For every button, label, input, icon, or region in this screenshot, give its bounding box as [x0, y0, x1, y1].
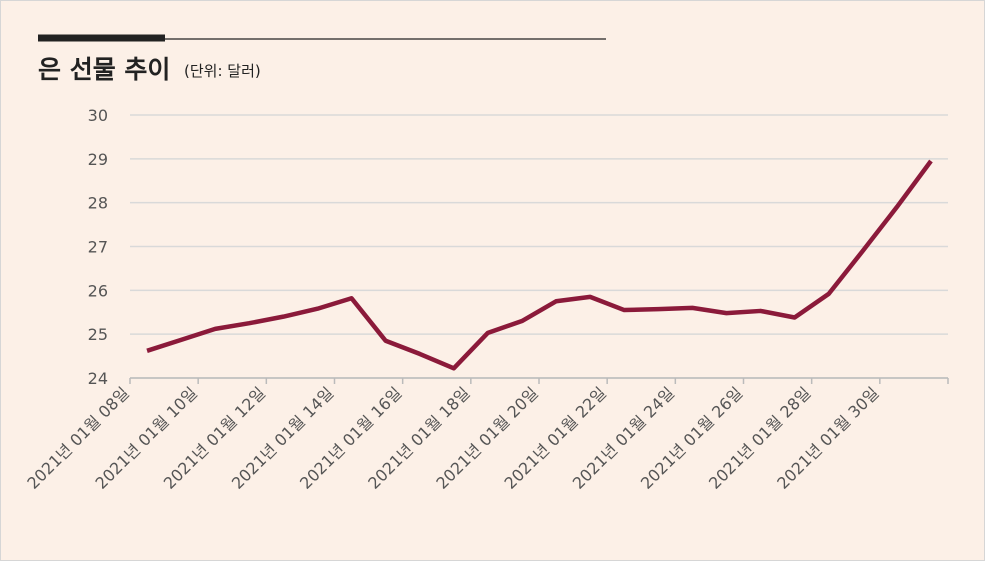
data-line — [146, 159, 933, 371]
y-tick-label: 26 — [88, 281, 108, 300]
y-tick-label: 30 — [88, 106, 108, 125]
chart-subtitle: (단위: 달러) — [184, 62, 261, 80]
y-tick-label: 27 — [88, 238, 108, 257]
y-tick-label: 25 — [88, 325, 108, 344]
y-tick-label: 28 — [88, 194, 108, 213]
chart-title: 은 선물 추이 — [38, 55, 170, 84]
y-tick-label: 24 — [88, 369, 108, 388]
y-tick-label: 29 — [88, 150, 108, 169]
